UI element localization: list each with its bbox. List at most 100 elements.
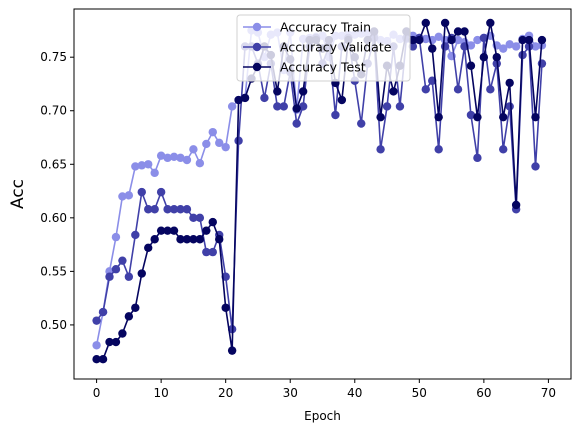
data-point: [137, 269, 146, 278]
data-point: [189, 213, 198, 223]
x-axis-title: Epoch: [304, 409, 341, 423]
data-point: [460, 27, 469, 36]
data-point: [189, 235, 198, 244]
data-point: [150, 205, 159, 214]
data-point: [227, 102, 237, 111]
data-point: [292, 119, 301, 128]
data-point: [227, 346, 237, 355]
y-tick-label: 0.55: [40, 264, 67, 278]
data-point: [124, 312, 134, 321]
x-tick-label: 50: [412, 386, 427, 400]
data-point: [105, 337, 114, 347]
data-point: [531, 162, 540, 171]
data-point: [234, 95, 243, 105]
data-point: [434, 112, 443, 122]
data-point: [337, 95, 347, 105]
data-point: [182, 235, 192, 244]
data-point: [118, 256, 127, 265]
data-point: [195, 213, 205, 223]
data-point: [131, 303, 140, 312]
data-point: [537, 35, 547, 45]
data-point: [98, 307, 108, 317]
data-point: [169, 205, 179, 214]
legend-label: Accuracy Train: [280, 20, 371, 35]
data-point: [221, 303, 230, 312]
y-tick-label: 0.65: [40, 157, 67, 171]
data-point: [331, 110, 340, 120]
data-point: [453, 85, 463, 94]
legend-swatch-marker: [252, 22, 262, 32]
data-point: [221, 142, 230, 152]
data-point: [124, 272, 134, 281]
data-point: [98, 354, 108, 364]
data-point: [505, 102, 514, 111]
data-point: [524, 35, 534, 45]
y-tick-label: 0.50: [40, 318, 67, 332]
data-point: [421, 85, 430, 94]
data-point: [208, 127, 217, 137]
y-axis: 0.50 0.55 0.60 0.65 0.70 0.75: [40, 50, 74, 332]
data-point: [176, 205, 185, 214]
data-point: [453, 35, 463, 45]
data-point: [357, 119, 366, 128]
data-point: [434, 32, 443, 42]
legend: Accuracy Train Accuracy Validate Accuracy …: [236, 14, 411, 82]
data-point: [156, 151, 166, 160]
data-point: [169, 226, 179, 235]
data-point: [118, 192, 127, 201]
data-point: [473, 153, 482, 163]
data-point: [486, 85, 495, 94]
data-point: [169, 152, 179, 161]
x-tick-label: 10: [153, 386, 168, 400]
y-axis-title: Acc: [8, 179, 28, 209]
data-point: [531, 42, 540, 51]
data-point: [421, 18, 430, 28]
data-point: [473, 112, 482, 122]
plot-area-frame: [73, 8, 572, 380]
data-point: [176, 153, 185, 163]
data-point: [499, 145, 508, 154]
data-point: [156, 187, 166, 197]
data-point: [511, 200, 521, 210]
x-tick-label: 70: [541, 386, 556, 400]
data-point: [466, 61, 476, 70]
data-point: [260, 93, 269, 103]
data-point: [150, 168, 159, 178]
data-point: [440, 42, 450, 51]
legend-swatch-marker: [252, 62, 262, 72]
legend-entry: Accuracy Validate: [243, 40, 392, 55]
data-point: [486, 18, 495, 28]
data-point: [92, 341, 101, 350]
data-point: [440, 18, 450, 28]
data-point: [92, 316, 101, 325]
data-point: [453, 27, 463, 36]
x-tick-label: 40: [347, 386, 362, 400]
data-point: [137, 187, 146, 197]
data-point: [195, 159, 205, 168]
legend-label: Accuracy Validate: [280, 40, 392, 55]
data-point: [428, 44, 437, 53]
data-point: [408, 42, 418, 51]
data-point: [176, 235, 185, 244]
data-point: [144, 243, 153, 253]
data-point: [202, 226, 211, 235]
data-point: [292, 104, 301, 113]
data-point: [144, 205, 153, 214]
data-point: [189, 145, 198, 154]
data-point: [144, 160, 153, 169]
data-point: [466, 41, 476, 50]
data-point: [395, 102, 405, 111]
data-point: [505, 40, 514, 49]
x-axis: 0 10 20 30 40 50 60 70: [93, 379, 556, 400]
x-tick-label: 0: [93, 386, 101, 400]
data-point: [156, 226, 166, 235]
data-point: [215, 138, 224, 148]
data-point: [240, 93, 250, 103]
data-point: [273, 102, 282, 111]
data-point: [382, 102, 392, 111]
data-point: [105, 272, 114, 281]
data-point: [389, 87, 398, 96]
data-point: [111, 337, 121, 347]
data-point: [466, 110, 476, 120]
data-point: [473, 35, 482, 45]
